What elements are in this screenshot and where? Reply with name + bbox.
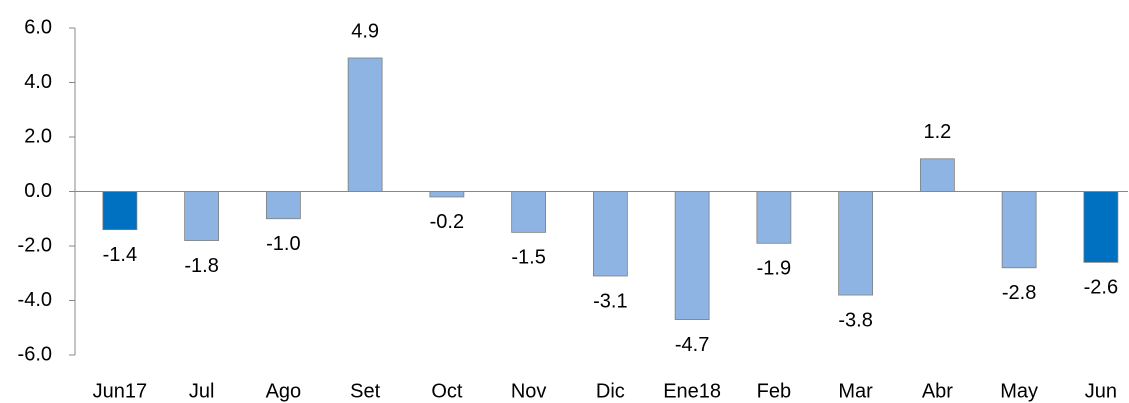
value-label: -1.8 (184, 255, 218, 277)
value-label: -3.1 (593, 290, 627, 312)
x-tick-label: Abr (922, 380, 953, 402)
value-label: -1.5 (511, 247, 545, 269)
bar (674, 191, 710, 320)
x-tick-label: Jun17 (93, 380, 148, 402)
x-tick-label: Jun (1085, 380, 1117, 402)
bar (102, 191, 138, 231)
bar (429, 191, 465, 198)
x-tick-label: Mar (838, 380, 873, 402)
x-tick-label: Ago (266, 380, 302, 402)
bar (511, 191, 547, 233)
bar (184, 191, 220, 241)
y-tick-label: 2.0 (24, 125, 52, 147)
bar (756, 191, 792, 244)
value-label: -4.7 (675, 334, 709, 356)
y-tick-label: 4.0 (24, 71, 52, 93)
bar (592, 191, 628, 277)
bar (1001, 191, 1037, 269)
value-label: -2.8 (1002, 282, 1036, 304)
x-tick-label: Jul (189, 380, 215, 402)
bar (265, 191, 301, 220)
bar (1083, 191, 1119, 263)
value-label: -1.4 (103, 244, 137, 266)
value-label: -2.6 (1084, 277, 1118, 299)
x-tick-label: Oct (431, 380, 463, 402)
x-tick-label: Dic (596, 380, 625, 402)
value-label: -1.0 (266, 233, 300, 255)
bar (347, 57, 383, 192)
bar (838, 191, 874, 296)
value-label: 4.9 (351, 20, 379, 42)
x-tick-label: May (1000, 380, 1038, 402)
y-tick-label: 0.0 (24, 180, 52, 202)
x-tick-label: Feb (757, 380, 791, 402)
value-label: -0.2 (430, 211, 464, 233)
y-tick-label: -2.0 (18, 234, 52, 256)
value-label: -3.8 (838, 309, 872, 331)
x-tick-label: Nov (511, 380, 547, 402)
y-tick-label: 6.0 (24, 16, 52, 38)
y-tick-label: -4.0 (18, 289, 52, 311)
value-label: -1.9 (757, 258, 791, 280)
y-tick-label: -6.0 (18, 343, 52, 365)
value-label: 1.2 (923, 121, 951, 143)
x-tick-label: Set (350, 380, 380, 402)
bar (919, 158, 955, 192)
x-tick-label: Ene18 (663, 380, 721, 402)
